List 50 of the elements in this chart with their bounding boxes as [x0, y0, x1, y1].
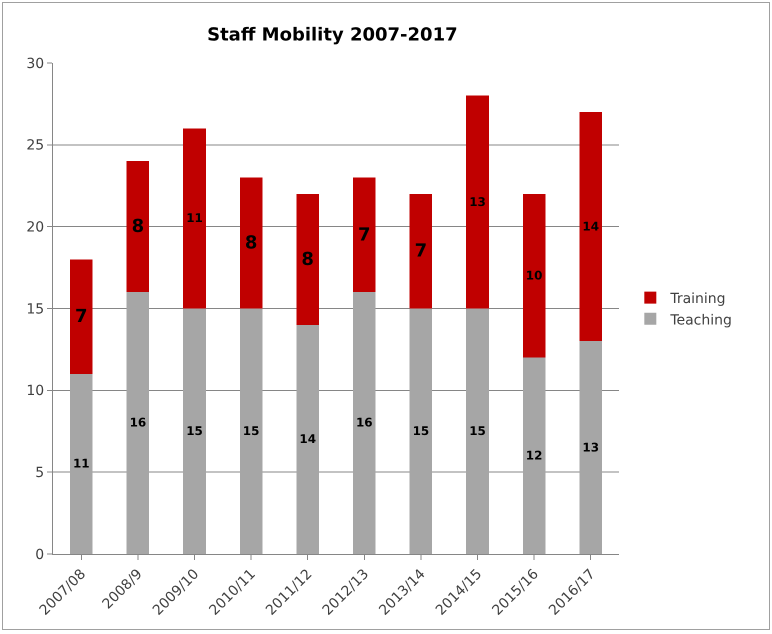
data-label: 15 — [469, 424, 486, 438]
bar — [466, 308, 489, 554]
bar — [70, 259, 93, 374]
legend-label: Teaching — [669, 312, 732, 328]
bar — [522, 358, 546, 554]
data-label: 11 — [186, 211, 203, 226]
y-tick-label: 15 — [26, 301, 44, 318]
data-label: 14 — [299, 432, 316, 446]
data-label: 11 — [72, 456, 90, 471]
data-label: 7 — [75, 306, 88, 328]
bar — [126, 161, 150, 292]
bar — [579, 341, 602, 554]
bar — [352, 178, 376, 292]
chart-title: Staff Mobility 2007-2017 — [207, 24, 458, 46]
bar — [352, 292, 376, 554]
data-label: 15 — [242, 424, 260, 438]
data-label: 7 — [358, 224, 371, 246]
y-tick-label: 0 — [35, 546, 44, 563]
data-label: 16 — [356, 416, 373, 430]
bar — [466, 96, 489, 308]
bar — [579, 112, 602, 342]
data-label: 15 — [186, 424, 203, 438]
data-label: 8 — [244, 232, 258, 254]
bar — [296, 194, 320, 325]
data-label: 13 — [469, 194, 486, 209]
y-tick-label: 30 — [26, 56, 44, 72]
data-label: 15 — [412, 424, 430, 438]
bar — [410, 308, 432, 554]
bar — [240, 308, 262, 554]
data-label: 8 — [132, 216, 144, 238]
bar — [183, 308, 206, 554]
bar — [126, 292, 150, 554]
y-tick-label: 25 — [26, 138, 44, 154]
y-tick-label: 10 — [26, 383, 44, 400]
data-label: 13 — [582, 440, 600, 454]
legend-label: Training — [669, 291, 726, 308]
bar — [522, 194, 546, 358]
data-label: 12 — [526, 448, 542, 462]
y-tick-label: 5 — [35, 465, 44, 482]
bar — [183, 128, 206, 308]
data-label: 8 — [301, 248, 314, 270]
data-label: 16 — [130, 416, 146, 430]
data-label: 10 — [526, 268, 542, 282]
bar — [70, 374, 93, 554]
data-label: 7 — [414, 240, 428, 262]
data-label: 14 — [582, 219, 600, 234]
bar — [296, 324, 320, 554]
y-tick-label: 20 — [26, 220, 44, 236]
bar — [410, 194, 432, 308]
bar — [240, 178, 262, 308]
